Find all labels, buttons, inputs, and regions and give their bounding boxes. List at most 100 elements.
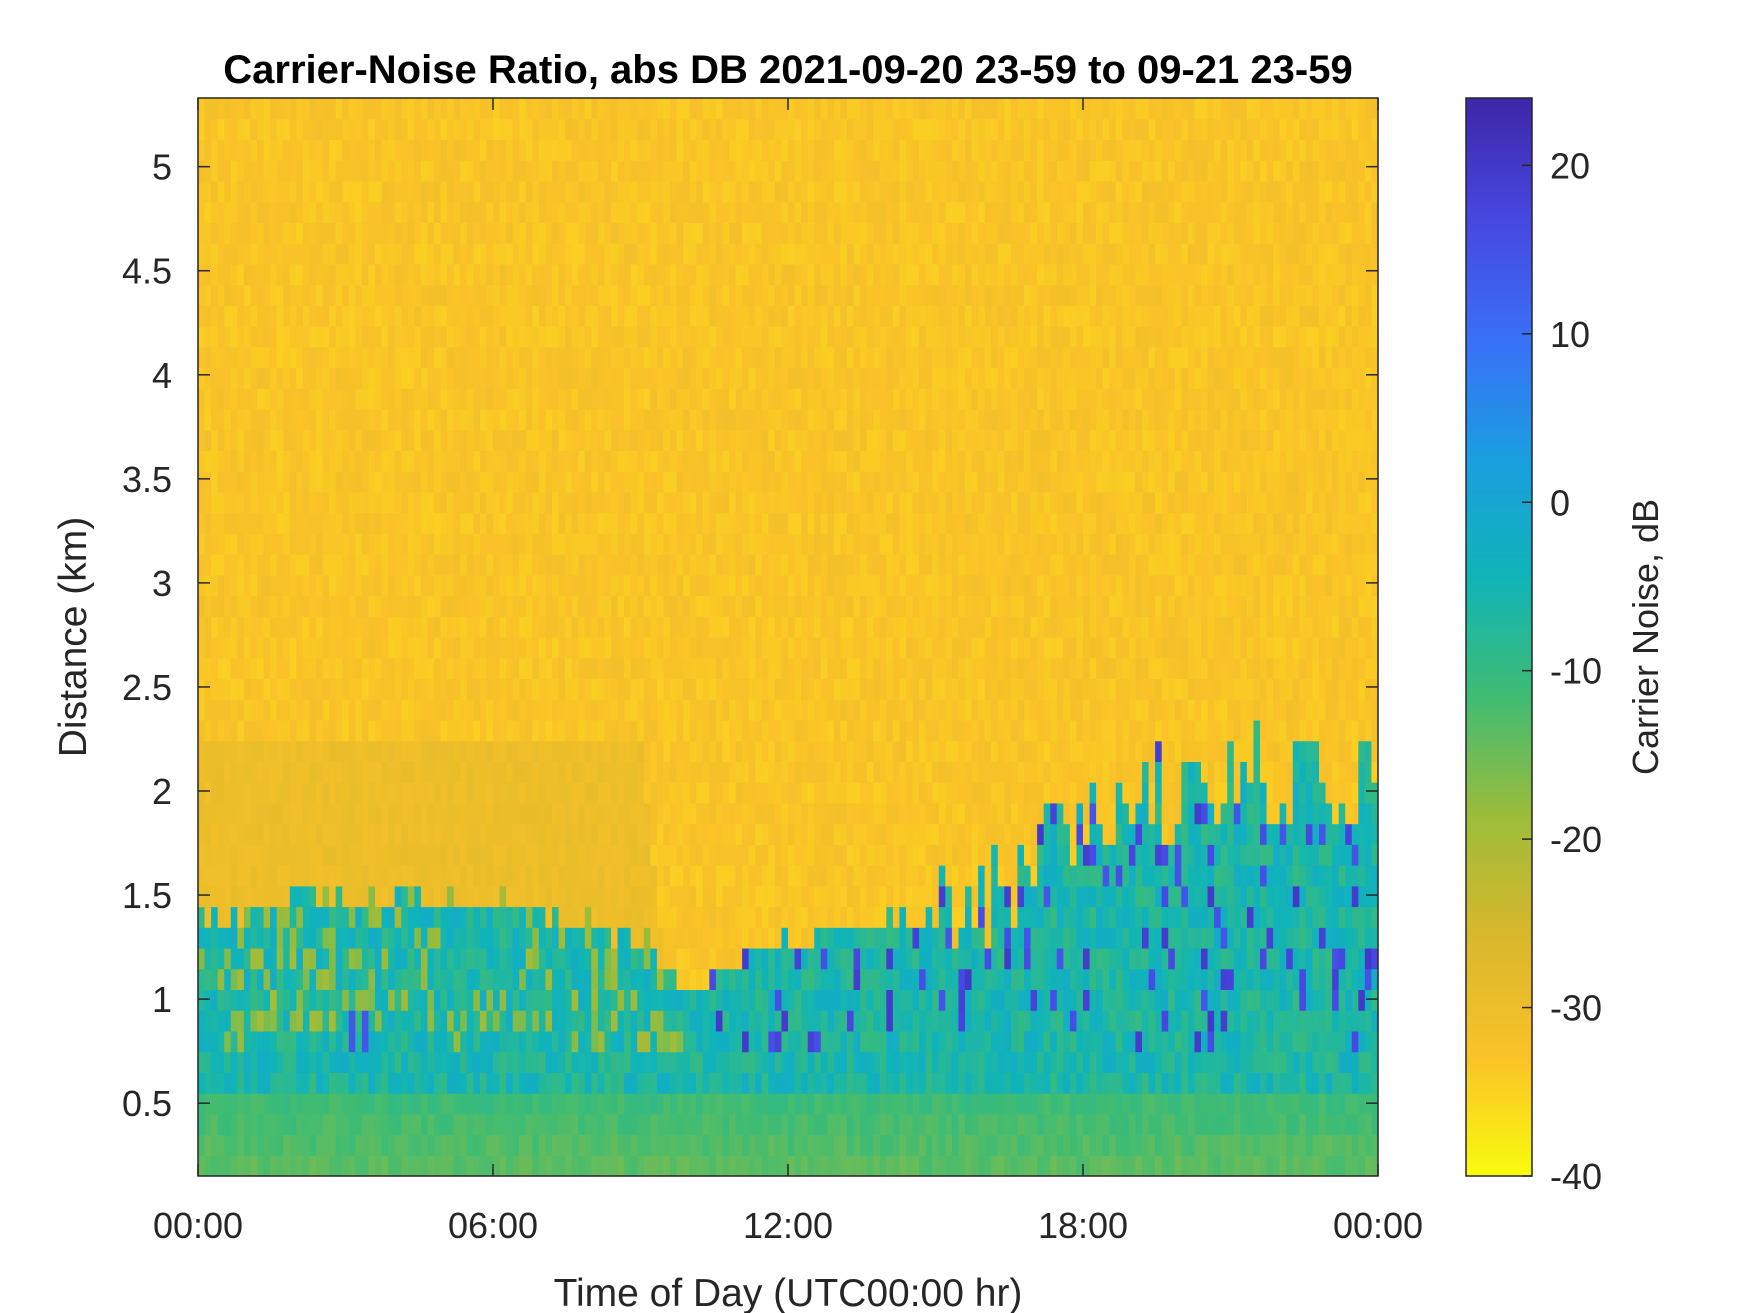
heatmap-cell [466,305,474,327]
heatmap-cell [460,388,468,410]
heatmap-cell [322,305,330,327]
heatmap-cell [276,346,284,369]
heatmap-cell [368,429,376,452]
heatmap-cell [198,491,206,514]
heatmap-cell [276,222,284,244]
heatmap-cell [250,326,258,348]
heatmap-cell [512,160,520,182]
heatmap-cell [316,989,324,1011]
heatmap-cell [538,429,547,452]
heatmap-cell [696,284,704,306]
heatmap-cell [329,1072,337,1094]
heatmap-cell [447,388,455,410]
heatmap-cell [565,429,573,452]
heatmap-cell [302,160,311,182]
heatmap-cell [394,719,402,742]
heatmap-cell [617,616,625,638]
heatmap-cell [348,968,356,991]
heatmap-cell [702,1051,710,1073]
heatmap-cell [663,201,671,223]
heatmap-cell [414,1134,422,1156]
heatmap-cell [748,263,756,286]
heatmap-cell [211,865,219,887]
heatmap-cell [663,1010,671,1032]
heatmap-cell [329,885,337,908]
heatmap-cell [532,471,540,493]
heatmap-cell [224,761,232,783]
heatmap-cell [217,429,225,452]
heatmap-cell [460,346,468,369]
heatmap-cell [512,906,520,928]
heatmap-cell [545,346,553,369]
heatmap-cell [361,98,370,120]
heatmap-cell [479,243,488,265]
heatmap-cell [578,450,586,472]
heatmap-cell [388,595,396,617]
heatmap-cell [558,802,566,825]
heatmap-cell [676,740,684,762]
heatmap-cell [689,968,697,991]
heatmap-cell [794,305,802,327]
heatmap-cell [748,1072,756,1094]
heatmap-cell [296,180,304,203]
heatmap-cell [466,263,474,286]
heatmap-cell [361,616,370,638]
heatmap-cell [368,491,376,514]
heatmap-cell [296,1134,304,1156]
heatmap-cell [394,927,402,949]
heatmap-cell [473,491,481,514]
heatmap-cell [322,719,330,742]
heatmap-cell [774,574,783,597]
heatmap-cell [198,367,206,389]
heatmap-cell [263,927,271,949]
heatmap-cell [532,1010,540,1032]
heatmap-cell [761,968,769,991]
heatmap-cell [676,180,684,203]
heatmap-cell [558,782,566,804]
heatmap-cell [630,678,638,700]
heatmap-cell [722,554,730,576]
heatmap-cell [453,1093,461,1115]
heatmap-cell [368,719,376,742]
heatmap-cell [355,160,363,182]
heatmap-cell [243,823,252,845]
heatmap-cell [466,947,474,970]
heatmap-cell [519,429,527,452]
heatmap-cell [781,512,789,534]
heatmap-cell [565,1093,573,1115]
heatmap-cell [689,678,697,700]
heatmap-cell [204,1051,212,1073]
heatmap-cell [742,1134,750,1156]
heatmap-cell [486,98,494,120]
heatmap-cell [820,180,828,203]
heatmap-cell [820,326,828,348]
heatmap-cell [768,865,776,887]
heatmap-cell [217,180,225,203]
heatmap-cell [493,201,501,223]
heatmap-cell [774,1010,783,1032]
heatmap-cell [538,1030,547,1053]
heatmap-cell [715,512,724,534]
heatmap-cell [257,1093,265,1115]
heatmap-cell [801,802,809,825]
heatmap-cell [394,263,402,286]
heatmap-cell [591,139,599,161]
heatmap-cell [788,491,796,514]
heatmap-cell [394,616,402,638]
heatmap-cell [565,1010,573,1032]
heatmap-cell [565,927,573,949]
heatmap-cell [788,823,796,845]
heatmap-cell [794,657,802,680]
heatmap-cell [643,180,651,203]
heatmap-cell [237,388,245,410]
heatmap-cell [270,865,278,887]
heatmap-cell [270,408,278,431]
heatmap-cell [361,160,370,182]
heatmap-cell [801,367,809,389]
heatmap-cell [342,699,350,721]
heatmap-cell [316,1134,324,1156]
heatmap-cell [578,947,586,970]
heatmap-cell [729,222,737,244]
heatmap-cell [237,595,245,617]
heatmap-cell [302,927,311,949]
